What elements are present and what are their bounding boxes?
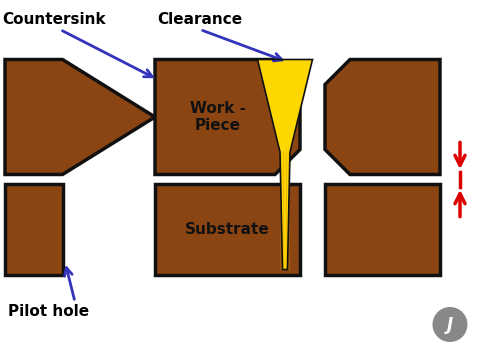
Polygon shape — [325, 184, 440, 275]
Polygon shape — [280, 152, 290, 270]
Circle shape — [432, 307, 467, 342]
Text: Clearance: Clearance — [157, 12, 243, 27]
Text: Substrate: Substrate — [185, 222, 270, 237]
Polygon shape — [5, 184, 63, 275]
Text: J: J — [447, 315, 453, 333]
Text: Pilot hole: Pilot hole — [7, 304, 89, 320]
Text: Countersink: Countersink — [2, 12, 106, 27]
Text: Work -
Piece: Work - Piece — [189, 101, 246, 133]
Polygon shape — [325, 59, 440, 175]
Polygon shape — [257, 59, 313, 152]
Polygon shape — [5, 59, 155, 175]
Polygon shape — [155, 59, 300, 175]
Polygon shape — [155, 184, 300, 275]
